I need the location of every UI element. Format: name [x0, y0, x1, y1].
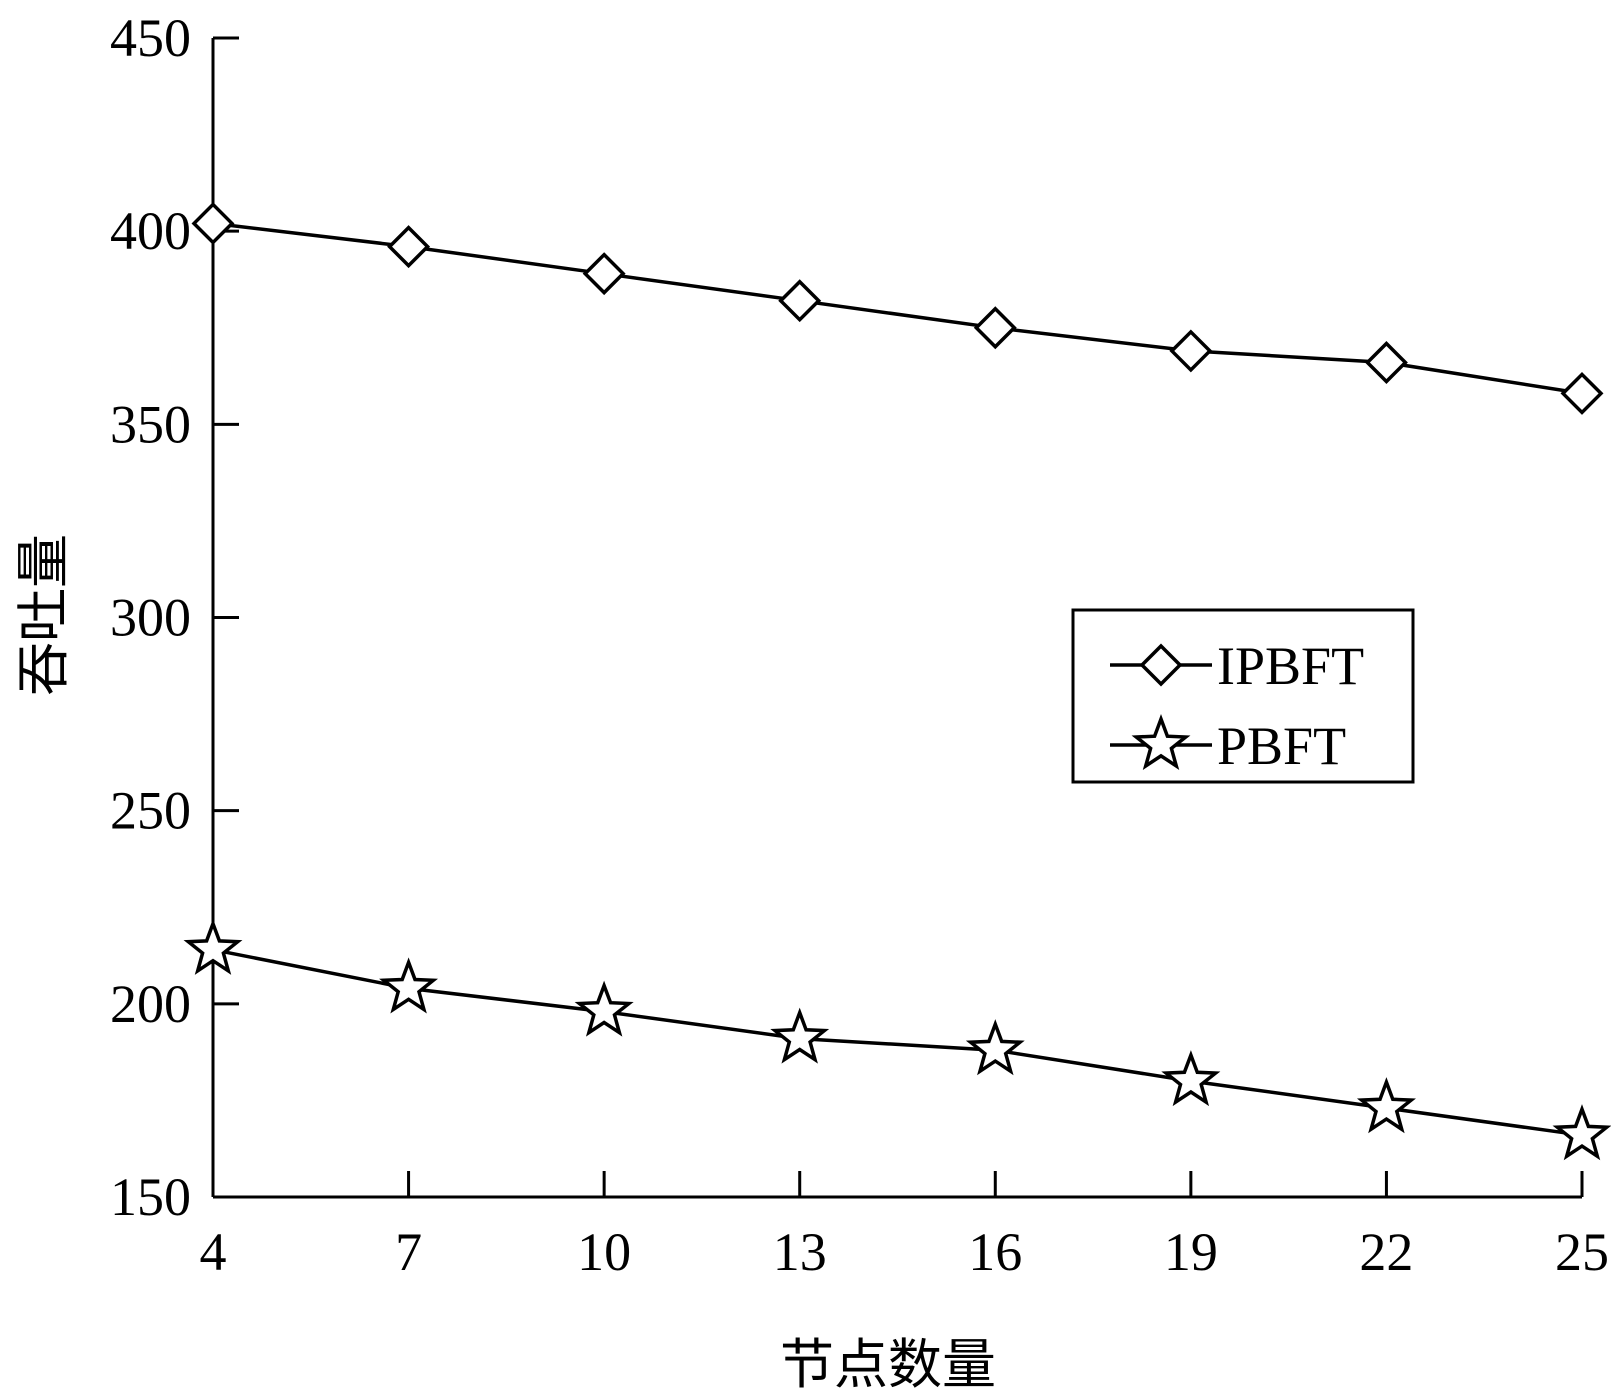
data-point-ipbft — [973, 306, 1017, 350]
legend-item-ipbft: IPBFT — [1110, 636, 1364, 696]
data-point-ipbft — [191, 201, 235, 245]
data-point-pbft — [379, 957, 439, 1014]
data-point-pbft — [965, 1019, 1025, 1076]
x-axis-label: 节点数量 — [780, 1335, 996, 1395]
data-point-ipbft — [1560, 371, 1604, 415]
y-tick-label: 400 — [110, 201, 191, 261]
x-tick-label: 7 — [395, 1222, 422, 1282]
legend-marker-ipbft — [1139, 643, 1183, 687]
legend-label: IPBFT — [1217, 636, 1364, 696]
x-tick-label: 13 — [773, 1222, 827, 1282]
data-point-ipbft — [1169, 329, 1213, 373]
legend-label: PBFT — [1217, 716, 1346, 776]
data-point-pbft — [183, 918, 243, 975]
legend-item-pbft: PBFT — [1110, 713, 1346, 776]
series-group — [183, 201, 1611, 1161]
data-point-ipbft — [582, 252, 626, 296]
x-axis-ticks: 4 7 10 13 16 19 22 25 — [200, 1171, 1609, 1282]
x-tick-label: 22 — [1359, 1222, 1413, 1282]
data-point-pbft — [1552, 1104, 1611, 1161]
data-point-ipbft — [387, 225, 431, 269]
y-tick-label: 300 — [110, 588, 191, 648]
data-point-ipbft — [778, 279, 822, 323]
series-pbft — [183, 918, 1611, 1161]
x-tick-label: 19 — [1164, 1222, 1218, 1282]
x-tick-label: 25 — [1555, 1222, 1609, 1282]
legend-marker-pbft — [1131, 713, 1191, 771]
data-point-ipbft — [1364, 341, 1408, 384]
y-tick-label: 350 — [110, 394, 191, 454]
y-axis-label: 吞吐量 — [14, 534, 74, 696]
series-line-pbft — [212, 947, 1583, 1137]
data-point-pbft — [1161, 1050, 1221, 1107]
y-tick-label: 200 — [110, 974, 191, 1034]
data-point-pbft — [770, 1007, 830, 1064]
y-tick-label: 250 — [110, 781, 191, 841]
y-tick-label: 450 — [110, 8, 191, 68]
series-ipbft — [191, 201, 1604, 415]
x-tick-label: 16 — [968, 1222, 1022, 1282]
series-line-ipbft — [212, 221, 1583, 396]
x-tick-label: 10 — [577, 1222, 631, 1282]
legend-box — [1071, 608, 1415, 784]
data-point-pbft — [574, 980, 634, 1037]
y-axis-ticks: 150 200 250 300 350 400 450 — [110, 8, 239, 1227]
legend: IPBFT PBFT — [1071, 608, 1415, 784]
y-tick-label: 150 — [110, 1167, 191, 1227]
x-tick-label: 4 — [200, 1222, 227, 1282]
data-point-pbft — [1356, 1077, 1416, 1134]
